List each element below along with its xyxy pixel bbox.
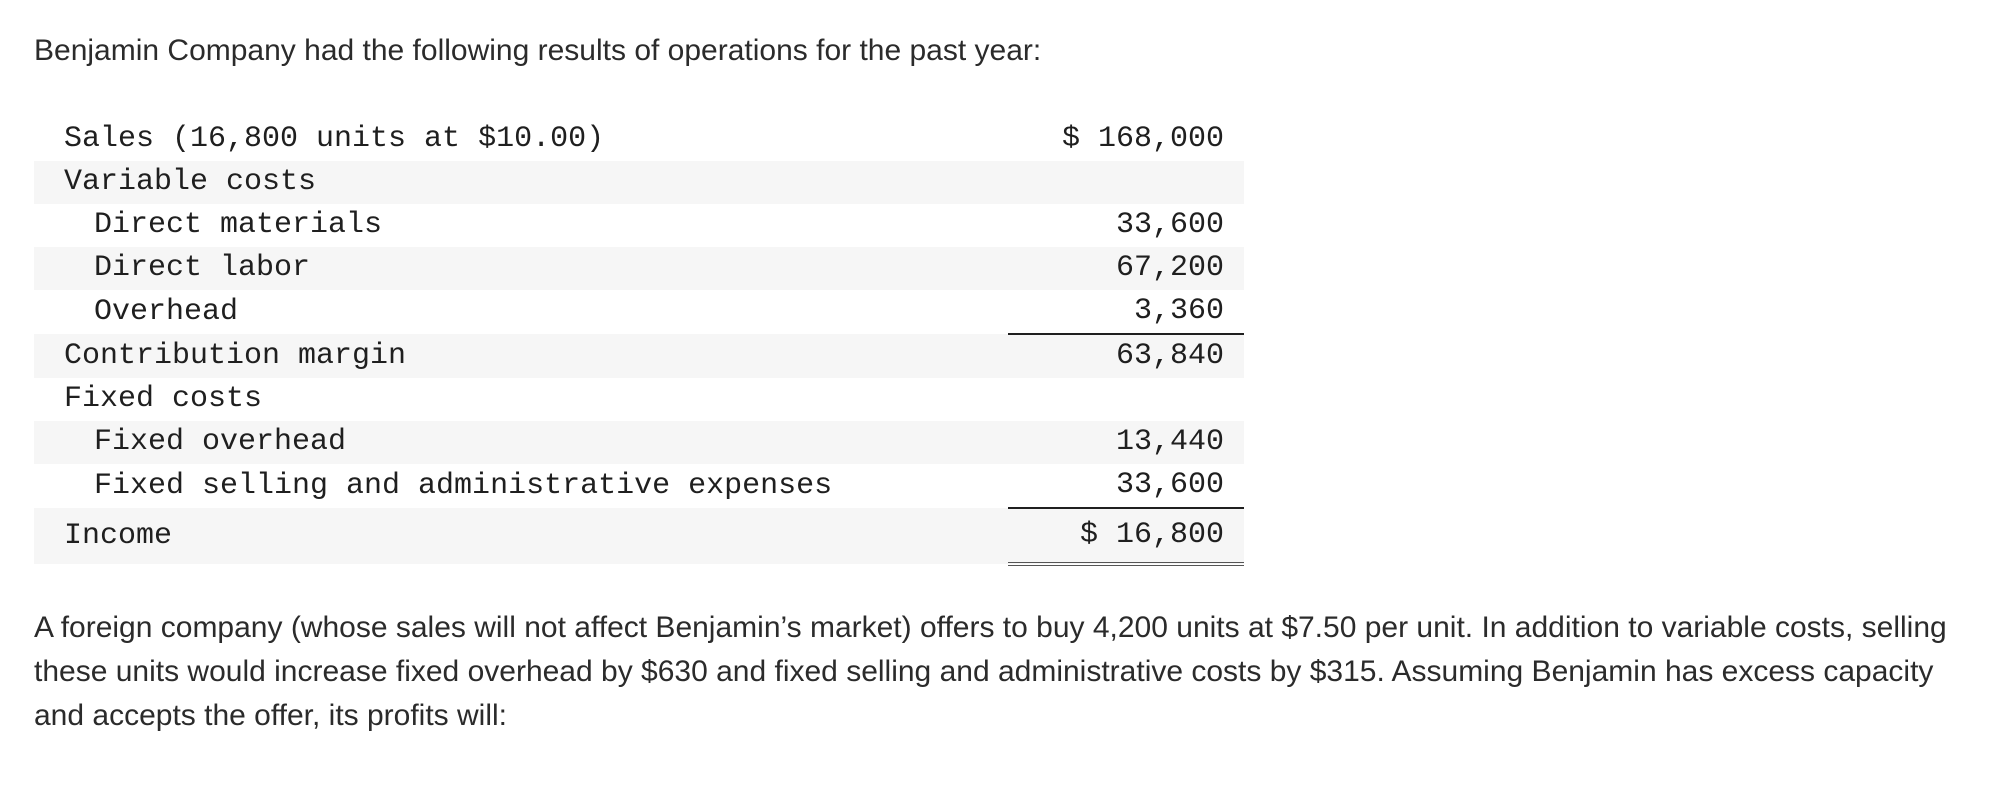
table-row: Variable costs [34,161,1244,204]
row-amount: 33,600 [1008,464,1244,509]
table-row: Fixed costs [34,378,1244,421]
row-label: Sales (16,800 units at $10.00) [64,122,605,156]
row-amount [1008,378,1244,421]
row-label: Direct materials [94,208,383,242]
row-label: Contribution margin [34,334,1008,378]
table-row: Income $ 16,800 [34,508,1244,566]
row-amount: 63,840 [1008,334,1244,378]
row-amount [1008,161,1244,204]
row-label: Fixed costs [64,382,263,416]
table-row: Fixed selling and administrative expense… [34,464,1244,509]
row-amount: 67,200 [1008,247,1244,290]
row-label: Fixed selling and administrative expense… [94,468,833,503]
row-label: Overhead [94,294,239,329]
row-amount: 3,360 [1008,290,1244,335]
row-amount: 33,600 [1115,208,1224,242]
table-row: Sales (16,800 units at $10.00) $ 168,000 [34,118,1244,161]
row-label: Fixed overhead [34,421,1008,464]
row-amount: $ 168,000 [1061,122,1224,156]
income-statement-table: Sales (16,800 units at $10.00) $ 168,000… [34,118,1244,566]
table-row: Overhead 3,360 [34,290,1244,335]
row-label: Variable costs [34,161,1008,204]
row-label: Direct labor [34,247,1008,290]
intro-text: Benjamin Company had the following resul… [34,34,1042,67]
table-row: Direct materials 33,600 [34,204,1244,247]
table-row: Direct labor 67,200 [34,247,1244,290]
row-amount: 13,440 [1008,421,1244,464]
table-row: Fixed overhead 13,440 [34,421,1244,464]
question-text: A foreign company (whose sales will not … [34,611,1947,732]
row-amount: $ 16,800 [1008,508,1244,566]
row-label: Income [34,508,1008,564]
table-row: Contribution margin 63,840 [34,334,1244,378]
